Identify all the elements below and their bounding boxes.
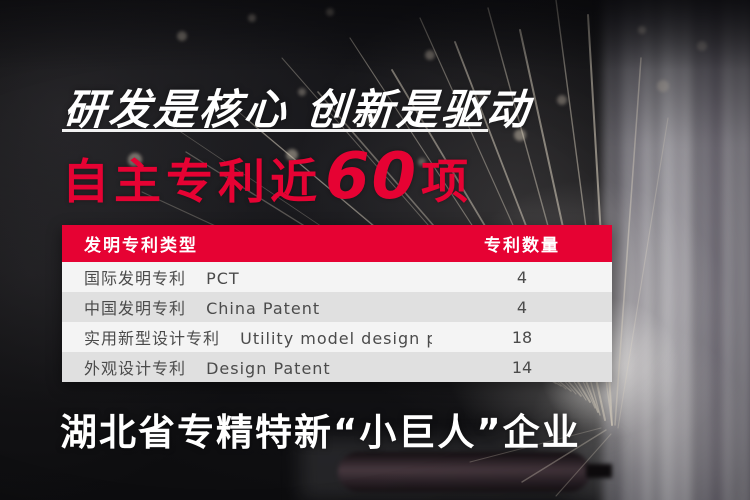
patent-count-number: 60: [325, 140, 419, 214]
title-underline: [62, 129, 488, 132]
patent-count-value: 4: [516, 267, 528, 287]
table-row: 外观设计专利 Design Patent 14: [62, 352, 612, 382]
headline-suffix: 项: [421, 155, 474, 210]
patent-type-cn: 实用新型设计专利: [84, 329, 221, 348]
table-row: 中国发明专利 China Patent 4: [62, 292, 612, 322]
patent-count-value: 18: [511, 327, 533, 347]
patent-table-header: 发明专利类型 专利数量: [62, 225, 612, 262]
patent-type-en: China Patent: [206, 299, 321, 318]
patent-count-value: 4: [516, 297, 528, 317]
patent-type-en: Utility model design patent: [240, 329, 432, 348]
patent-table: 发明专利类型 专利数量 国际发明专利 PCT 4 中国发明专利 China Pa…: [62, 225, 612, 382]
patent-count-header: 专利数量: [484, 236, 560, 256]
patent-count-value: 14: [511, 357, 533, 377]
patent-type-cn: 外观设计专利: [84, 359, 187, 378]
patent-type-cn: 国际发明专利: [84, 269, 187, 288]
headline-prefix: 自主专利近: [62, 155, 322, 210]
dark-roller: [338, 452, 590, 492]
patent-type-header: 发明专利类型: [84, 236, 198, 256]
table-row: 国际发明专利 PCT 4: [62, 262, 612, 292]
patent-type-en: PCT: [206, 269, 240, 288]
footer-tagline: 湖北省专精特新“小巨人”企业: [60, 411, 581, 454]
patent-type-cn: 中国发明专利: [84, 299, 187, 318]
patent-type-en: Design Patent: [206, 359, 331, 378]
hero-title: 研发是核心 创新是驱动: [62, 85, 534, 134]
roller-axle: [586, 464, 612, 478]
patent-count-headline: 自主专利近 60 项: [62, 140, 473, 214]
table-row: 实用新型设计专利 Utility model design patent 18: [62, 322, 612, 352]
